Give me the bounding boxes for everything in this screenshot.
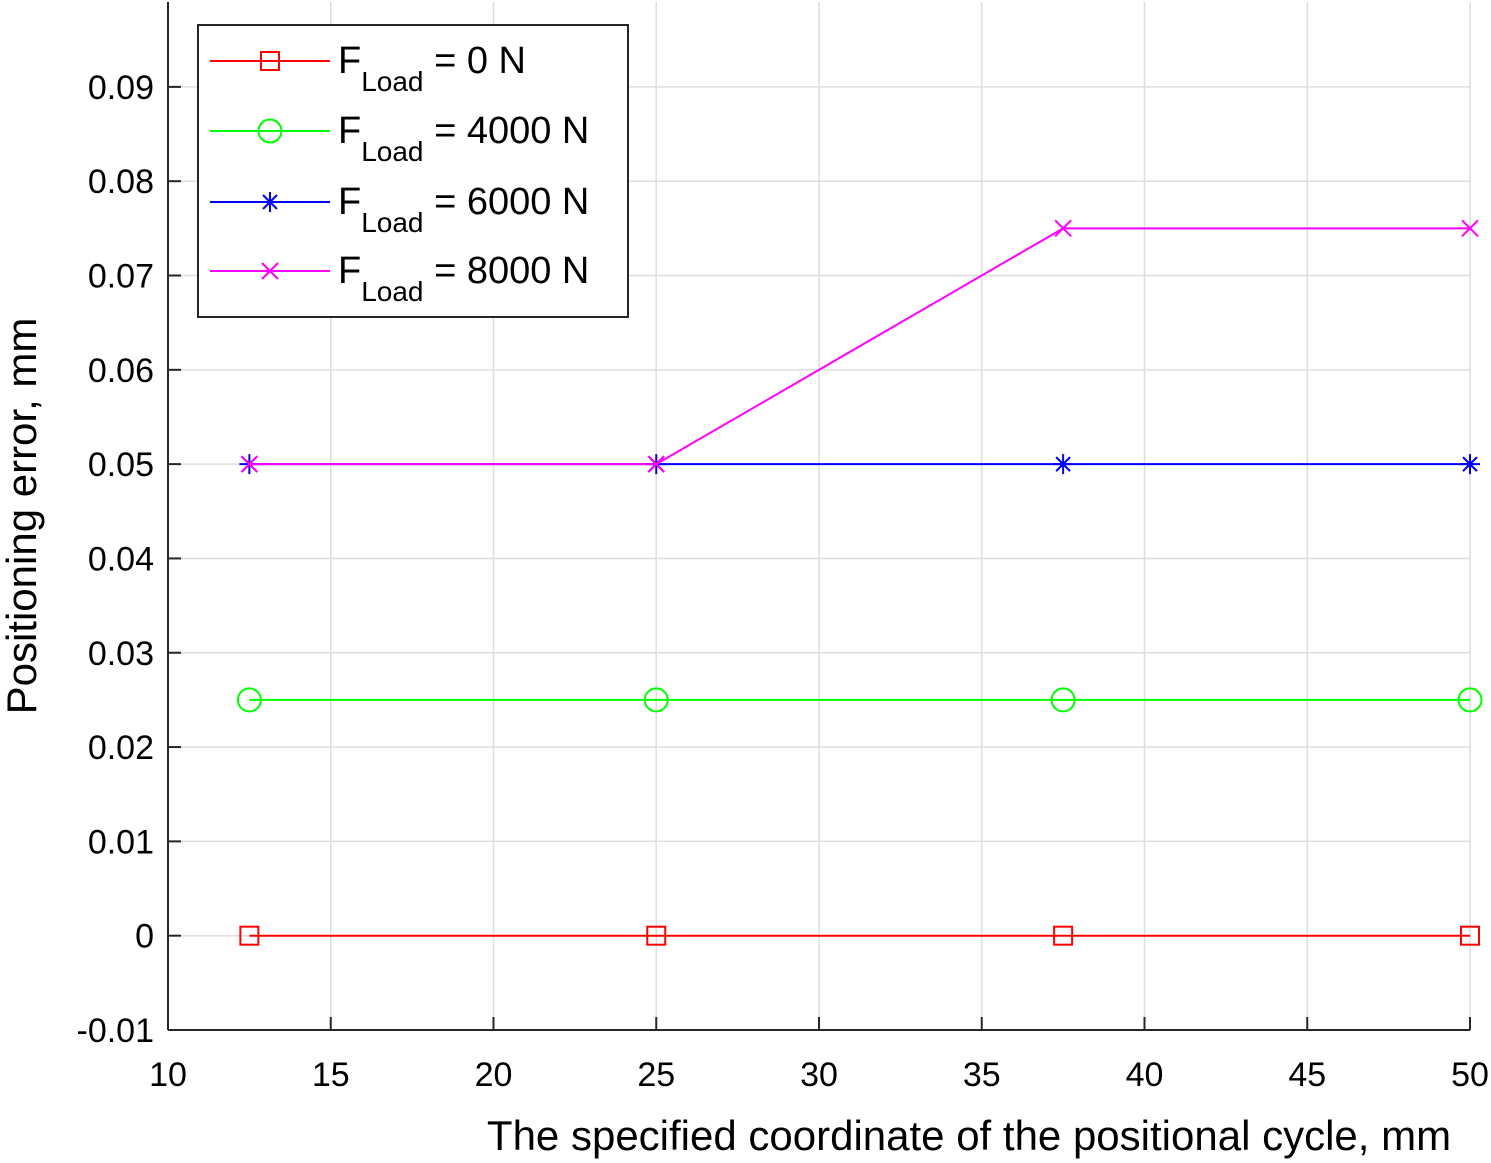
square-marker [1053, 925, 1074, 946]
asterisk-stroke [262, 194, 278, 210]
data-point [1053, 925, 1074, 946]
legend-label-value: = 8000 N [424, 250, 590, 292]
legend-label-main: F [338, 110, 361, 152]
tick-labels: 10 15 20 25 30 35 40 45 50 -0.01 0 0.01 0.02 0.03 0.04… [77, 69, 1489, 1094]
legend-label-main: F [338, 250, 361, 292]
data-point [1460, 454, 1480, 475]
y-tick-label: 0.08 [88, 163, 154, 201]
data-point [1050, 687, 1076, 713]
square-marker [1460, 925, 1480, 946]
plot-series [236, 219, 1483, 946]
data-point [647, 455, 665, 473]
square-marker [646, 925, 667, 946]
data-point [1054, 219, 1072, 238]
x-tick-label: 40 [1126, 1056, 1164, 1094]
y-tick-label: 0.04 [88, 540, 154, 578]
data-point [240, 455, 259, 473]
data-point [646, 925, 667, 946]
y-tick-label: 0 [135, 918, 154, 956]
x-tick-label: 20 [475, 1056, 513, 1094]
asterisk-stroke [1055, 456, 1071, 472]
series-3 [240, 219, 1479, 473]
x-stroke [647, 455, 665, 473]
legend-label-subscript: Load [361, 66, 423, 97]
legend-label-main: F [338, 181, 361, 223]
asterisk-stroke [1462, 456, 1478, 472]
legend-marker [261, 262, 279, 280]
legend-item: FLoad = 4000 N [210, 110, 589, 167]
legend-label: FLoad = 8000 N [338, 250, 589, 307]
x-tick-label: 45 [1288, 1056, 1326, 1094]
legend-label-value: = 0 N [424, 40, 526, 82]
x-tick-label: 30 [800, 1056, 838, 1094]
legend-marker [257, 118, 283, 144]
series-1 [236, 687, 1483, 713]
legend-label-subscript: Load [361, 276, 423, 307]
y-tick-label: 0.05 [88, 446, 154, 484]
circle-marker [643, 687, 669, 713]
y-tick-label: -0.01 [77, 1012, 155, 1050]
data-point [239, 925, 260, 946]
circle-marker [257, 118, 283, 144]
y-tick-label: 0.06 [88, 352, 154, 390]
x-stroke [1461, 219, 1479, 238]
legend-label: FLoad = 4000 N [338, 110, 589, 167]
x-stroke [261, 262, 279, 280]
data-point [236, 687, 262, 713]
data-point [1460, 925, 1480, 946]
legend-marker [260, 192, 280, 212]
legend-label-subscript: Load [361, 136, 423, 167]
legend-label: FLoad = 0 N [338, 40, 526, 97]
data-point [1461, 219, 1479, 238]
x-tick-label: 35 [963, 1056, 1001, 1094]
data-point [1053, 454, 1074, 475]
axes [167, 2, 1471, 1031]
x-tick-label: 25 [637, 1056, 675, 1094]
legend-item: FLoad = 8000 N [210, 250, 589, 307]
legend-label-value: = 6000 N [424, 181, 590, 223]
x-tick-label: 50 [1451, 1056, 1489, 1094]
square-marker [260, 51, 280, 71]
y-tick-label: 0.07 [88, 258, 154, 296]
circle-marker [236, 687, 262, 713]
legend-item: FLoad = 0 N [210, 40, 526, 97]
x-stroke [240, 455, 259, 473]
y-axis-title: Positioning error, mm [0, 318, 45, 715]
y-tick-label: 0.09 [88, 69, 154, 107]
legend-label-subscript: Load [361, 207, 423, 238]
legend-marker [260, 51, 280, 71]
legend-label-value: = 4000 N [424, 110, 590, 152]
series-0 [239, 925, 1480, 946]
square-marker [239, 925, 260, 946]
series-line [249, 227, 1470, 466]
data-point [1457, 687, 1483, 713]
legend-box [197, 24, 629, 318]
x-axis-title: The specified coordinate of the position… [487, 1112, 1451, 1159]
legend-label-main: F [338, 40, 361, 82]
legend-label: FLoad = 6000 N [338, 181, 589, 238]
x-tick-label: 10 [149, 1056, 187, 1094]
x-tick-label: 15 [312, 1056, 350, 1094]
x-stroke [1054, 219, 1072, 238]
circle-marker [1050, 687, 1076, 713]
data-point [643, 687, 669, 713]
y-tick-label: 0.01 [88, 823, 154, 861]
y-tick-label: 0.03 [88, 635, 154, 673]
y-tick-label: 0.02 [88, 729, 154, 767]
legend-item: FLoad = 6000 N [210, 181, 589, 238]
circle-marker [1457, 687, 1483, 713]
